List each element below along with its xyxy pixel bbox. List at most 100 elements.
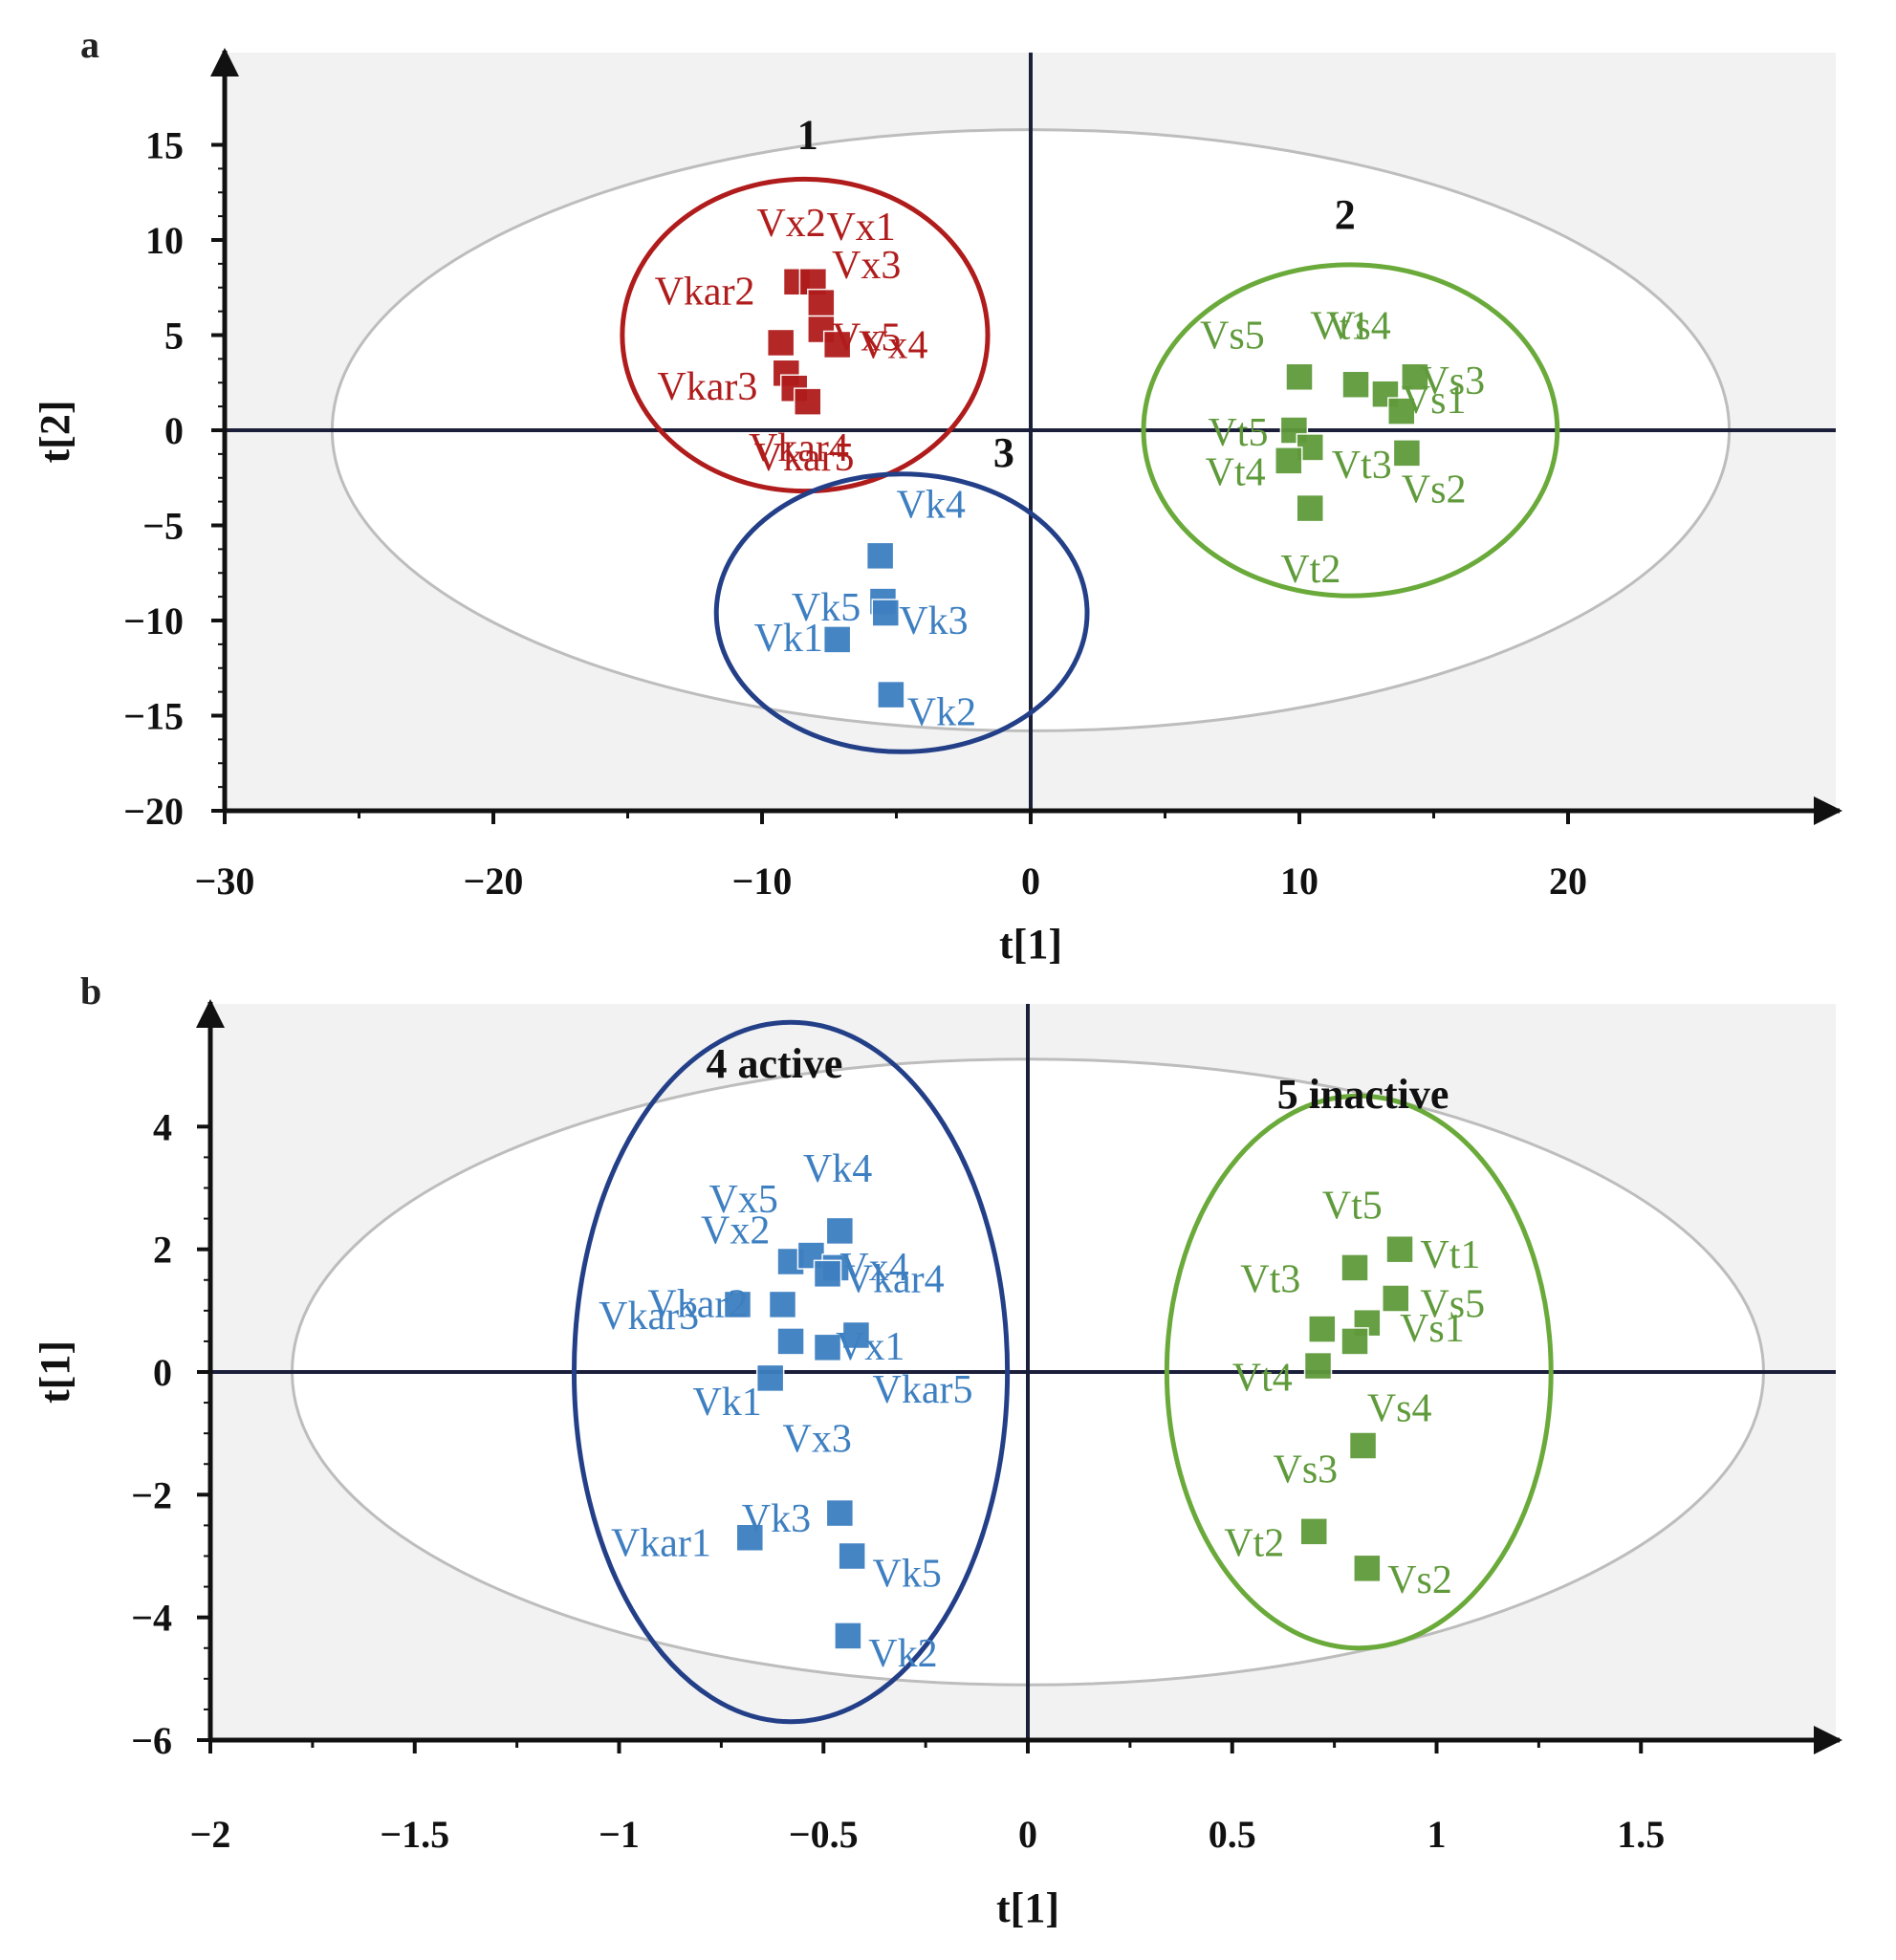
a-point-label-vx1: Vx1	[826, 206, 895, 250]
a-point-label-vx2: Vx2	[756, 202, 825, 246]
b-point-label-vkar4: Vkar4	[844, 1258, 945, 1302]
b-x-tick-label: 0	[1018, 1813, 1037, 1856]
a-point-vx3	[807, 288, 836, 317]
b-y-tick-label: −2	[131, 1473, 172, 1516]
a-group-label-1: 1	[797, 111, 818, 158]
a-point-label-vk1: Vk1	[754, 617, 823, 661]
b-x-tick-label: 1	[1427, 1813, 1447, 1856]
a-point-label-vs2: Vs2	[1402, 468, 1467, 512]
b-x-tick-label: −0.5	[789, 1813, 859, 1856]
a-point-label-vkar3: Vkar3	[657, 365, 757, 409]
a-point-label-vkar2: Vkar2	[655, 271, 755, 315]
a-point-vt2	[1296, 493, 1324, 523]
b-point-label-vx1: Vx1	[836, 1325, 904, 1369]
a-point-label-vx4: Vx4	[859, 323, 927, 367]
a-point-label-vx3: Vx3	[832, 244, 901, 288]
b-y-tick-label: 2	[153, 1229, 172, 1272]
b-point-label-vx3: Vx3	[783, 1417, 852, 1461]
b-group-label-2: 5 inactive	[1277, 1071, 1449, 1118]
b-point-label-vk5: Vk5	[873, 1553, 942, 1597]
b-point-vs4	[1340, 1327, 1369, 1356]
a-point-label-vx5: Vx5	[832, 316, 901, 359]
b-point-label-vx2: Vx2	[701, 1209, 770, 1252]
a-point-vs5	[1285, 362, 1314, 392]
b-point-label-vkar3: Vkar3	[599, 1295, 699, 1339]
a-y-tick-label: −10	[123, 599, 184, 642]
a-point-vk4	[865, 541, 895, 571]
b-point-vk5	[838, 1541, 866, 1571]
b-point-label-vk1: Vk1	[692, 1381, 761, 1425]
panel-a: a −30 −20 −10 0 10 20 15 10 5 0 −5 −10 −15 −20 t[1] t[2…	[32, 23, 1842, 968]
b-point-label-vk4: Vk4	[803, 1147, 872, 1191]
b-y-tick-label: 0	[153, 1351, 172, 1394]
a-group-ellipse-2	[1141, 262, 1560, 599]
a-point-vx4	[822, 330, 852, 359]
b-point-label-vs5: Vs5	[1420, 1282, 1485, 1326]
a-point-label-vt3: Vt3	[1332, 444, 1392, 488]
a-point-label-vt4: Vt4	[1206, 451, 1266, 495]
a-y-tick-label: −5	[142, 505, 184, 548]
b-x-tick-label: −1	[599, 1813, 640, 1856]
a-point-label-vs4: Vs4	[1326, 304, 1391, 348]
b-point-label-vt5: Vt5	[1322, 1185, 1383, 1229]
a-y-tick-label: −15	[123, 695, 184, 738]
b-y-tick-label: 4	[153, 1105, 172, 1148]
a-point-label-vs5: Vs5	[1200, 314, 1265, 358]
a-x-tick-label: 10	[1280, 860, 1318, 903]
b-x-tick-label: 1.5	[1617, 1813, 1665, 1856]
b-point-vt4	[1303, 1351, 1333, 1381]
a-x-tick-label: 0	[1021, 860, 1040, 903]
a-point-label-vk4: Vk4	[897, 484, 966, 528]
b-point-label-vkar1: Vkar1	[611, 1522, 711, 1566]
b-point-vt5	[1340, 1253, 1369, 1282]
a-x-tick-label: −30	[195, 860, 255, 903]
a-point-vkar2	[766, 328, 795, 358]
b-point-label-vs4: Vs4	[1367, 1386, 1432, 1430]
b-x-tick-label: 0.5	[1209, 1813, 1256, 1856]
b-point-label-vs3: Vs3	[1274, 1448, 1339, 1492]
a-y-axis-label: t[2]	[32, 401, 78, 464]
b-point-vs5	[1382, 1284, 1410, 1313]
b-point-label-vt1: Vt1	[1420, 1233, 1480, 1277]
b-x-axis-label: t[1]	[996, 1884, 1059, 1931]
b-point-vt2	[1299, 1517, 1328, 1546]
a-point-vkar5	[794, 387, 822, 416]
b-point-label-vkar5: Vkar5	[873, 1368, 973, 1412]
b-point-label-vt2: Vt2	[1224, 1522, 1284, 1566]
a-y-tick-label: 0	[164, 409, 184, 452]
b-point-vkar4	[813, 1259, 842, 1289]
b-point-vk2	[834, 1622, 862, 1650]
b-point-vkar2	[723, 1290, 752, 1319]
b-y-axis-label: t[1]	[32, 1340, 78, 1404]
a-group-label-2: 2	[1335, 191, 1356, 238]
b-x-tick-label: −1.5	[380, 1813, 449, 1856]
a-point-label-vk2: Vk2	[907, 690, 976, 734]
b-point-vt3	[1308, 1315, 1337, 1343]
a-point-vk3	[871, 599, 901, 627]
a-x-tick-label: −10	[732, 860, 793, 903]
a-point-vt1	[1341, 370, 1370, 399]
a-y-tick-label: 15	[145, 124, 184, 167]
a-point-vt4	[1275, 446, 1303, 475]
a-y-tick-label: −20	[123, 790, 184, 833]
b-point-vs3	[1348, 1431, 1378, 1460]
a-x-tick-label: 20	[1549, 860, 1587, 903]
b-point-vk4	[825, 1216, 855, 1246]
a-point-label-vt1: Vt1	[1310, 304, 1370, 348]
b-point-label-vk3: Vk3	[742, 1497, 811, 1541]
b-group-label-1: 4 active	[706, 1040, 842, 1087]
a-y-tick-label: 5	[164, 315, 184, 358]
b-point-vx3	[776, 1327, 805, 1356]
a-group-ellipse-3	[713, 471, 1090, 754]
b-point-label-vx4: Vx4	[839, 1246, 908, 1290]
a-y-tick-label: 10	[145, 219, 184, 262]
a-point-vs3	[1401, 362, 1429, 392]
b-point-vkar1	[735, 1523, 765, 1552]
b-point-label-vx5: Vx5	[709, 1178, 778, 1222]
a-point-label-vkar4: Vkar4	[749, 426, 849, 470]
b-point-label-vkar2: Vkar2	[647, 1282, 748, 1326]
b-y-tick-label: −4	[131, 1597, 172, 1640]
b-point-vt1	[1385, 1234, 1414, 1264]
a-point-vk2	[877, 680, 905, 709]
b-point-vk1	[755, 1363, 785, 1393]
